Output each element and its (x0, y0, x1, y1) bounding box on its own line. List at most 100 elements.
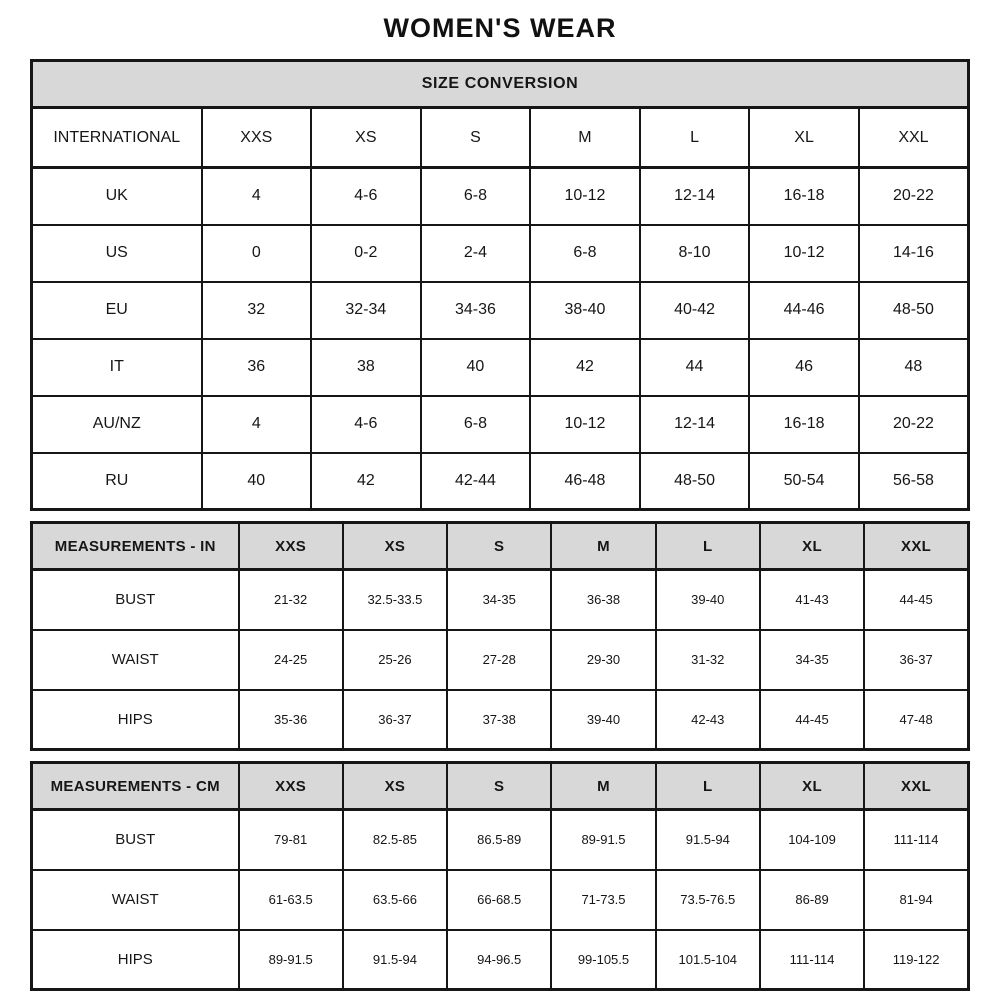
table-row-bust-cm: BUST 79-81 82.5-85 86.5-89 89-91.5 91.5-… (30, 808, 970, 871)
row-label: BUST (30, 808, 240, 871)
cell: 16-18 (748, 166, 860, 226)
measurements-in-table: MEASUREMENTS - IN XXS XS S M L XL XXL BU… (30, 521, 970, 751)
cell: 10-12 (529, 166, 641, 226)
cell: 29-30 (550, 628, 657, 691)
table-row-waist-in: WAIST 24-25 25-26 27-28 29-30 31-32 34-3… (30, 628, 970, 691)
size-conversion-title: SIZE CONVERSION (30, 59, 970, 109)
cell: 32 (200, 280, 313, 340)
measurements-in-title: MEASUREMENTS - IN (30, 521, 240, 571)
table-header-row: MEASUREMENTS - IN XXS XS S M L XL XXL (30, 521, 970, 571)
cell: 4 (200, 166, 313, 226)
cell: 44-45 (758, 688, 866, 751)
cell: 61-63.5 (237, 868, 344, 931)
cell: 89-91.5 (237, 928, 344, 991)
cell: 86.5-89 (446, 808, 553, 871)
cell: 99-105.5 (550, 928, 657, 991)
cell: 39-40 (654, 568, 761, 631)
cell: 34-35 (758, 628, 866, 691)
cell: 44-45 (863, 568, 970, 631)
row-label: BUST (30, 568, 240, 631)
cell: 35-36 (237, 688, 344, 751)
row-label: WAIST (30, 868, 240, 931)
cell: 27-28 (446, 628, 553, 691)
table-row-waist-cm: WAIST 61-63.5 63.5-66 66-68.5 71-73.5 73… (30, 868, 970, 931)
row-label: RU (30, 451, 203, 511)
row-label: IT (30, 337, 203, 397)
cell: 2-4 (419, 223, 532, 283)
cell: 91.5-94 (654, 808, 761, 871)
cell: 24-25 (237, 628, 344, 691)
column-header-international: INTERNATIONAL (30, 106, 203, 169)
column-header-xxs: XXS (237, 761, 344, 811)
cell: 119-122 (863, 928, 970, 991)
table-row-us: US 0 0-2 2-4 6-8 8-10 10-12 14-16 (30, 223, 970, 283)
cell: 48-50 (857, 280, 970, 340)
cell: 42-44 (419, 451, 532, 511)
cell: 20-22 (857, 394, 970, 454)
cell: 12-14 (638, 166, 751, 226)
cell: 40 (419, 337, 532, 397)
cell: 81-94 (863, 868, 970, 931)
cell: 8-10 (638, 223, 751, 283)
cell: 46-48 (529, 451, 641, 511)
cell: 40-42 (638, 280, 751, 340)
cell: 73.5-76.5 (654, 868, 761, 931)
cell: 0 (200, 223, 313, 283)
cell: 104-109 (758, 808, 866, 871)
cell: 40 (200, 451, 313, 511)
cell: 44-46 (748, 280, 860, 340)
measurements-cm-table: MEASUREMENTS - CM XXS XS S M L XL XXL BU… (30, 761, 970, 991)
row-label: UK (30, 166, 203, 226)
table-row-hips-in: HIPS 35-36 36-37 37-38 39-40 42-43 44-45… (30, 688, 970, 751)
column-header-xxl: XXL (857, 106, 970, 169)
cell: 4-6 (310, 394, 422, 454)
table-title-row: SIZE CONVERSION (30, 59, 970, 109)
column-header-l: L (638, 106, 751, 169)
column-header-xs: XS (341, 761, 449, 811)
column-header-xs: XS (341, 521, 449, 571)
row-label: EU (30, 280, 203, 340)
column-header-s: S (419, 106, 532, 169)
row-label: HIPS (30, 688, 240, 751)
table-row-uk: UK 4 4-6 6-8 10-12 12-14 16-18 20-22 (30, 166, 970, 226)
column-header-xxl: XXL (863, 761, 970, 811)
table-row-aunz: AU/NZ 4 4-6 6-8 10-12 12-14 16-18 20-22 (30, 394, 970, 454)
cell: 79-81 (237, 808, 344, 871)
cell: 42-43 (654, 688, 761, 751)
row-label: US (30, 223, 203, 283)
column-header-m: M (529, 106, 641, 169)
cell: 63.5-66 (341, 868, 449, 931)
table-header-row: MEASUREMENTS - CM XXS XS S M L XL XXL (30, 761, 970, 811)
cell: 50-54 (748, 451, 860, 511)
cell: 6-8 (529, 223, 641, 283)
cell: 82.5-85 (341, 808, 449, 871)
row-label: AU/NZ (30, 394, 203, 454)
cell: 91.5-94 (341, 928, 449, 991)
cell: 41-43 (758, 568, 866, 631)
cell: 56-58 (857, 451, 970, 511)
cell: 71-73.5 (550, 868, 657, 931)
table-row-ru: RU 40 42 42-44 46-48 48-50 50-54 56-58 (30, 451, 970, 511)
cell: 36-37 (341, 688, 449, 751)
column-header-xs: XS (310, 106, 422, 169)
cell: 12-14 (638, 394, 751, 454)
cell: 89-91.5 (550, 808, 657, 871)
cell: 14-16 (857, 223, 970, 283)
column-header-s: S (446, 521, 553, 571)
column-header-xxl: XXL (863, 521, 970, 571)
cell: 37-38 (446, 688, 553, 751)
table-row-it: IT 36 38 40 42 44 46 48 (30, 337, 970, 397)
cell: 48 (857, 337, 970, 397)
cell: 0-2 (310, 223, 422, 283)
cell: 42 (529, 337, 641, 397)
row-label: HIPS (30, 928, 240, 991)
cell: 16-18 (748, 394, 860, 454)
cell: 42 (310, 451, 422, 511)
cell: 10-12 (748, 223, 860, 283)
cell: 111-114 (758, 928, 866, 991)
page-title: WOMEN'S WEAR (383, 13, 617, 43)
table-row-eu: EU 32 32-34 34-36 38-40 40-42 44-46 48-5… (30, 280, 970, 340)
cell: 34-35 (446, 568, 553, 631)
cell: 34-36 (419, 280, 532, 340)
